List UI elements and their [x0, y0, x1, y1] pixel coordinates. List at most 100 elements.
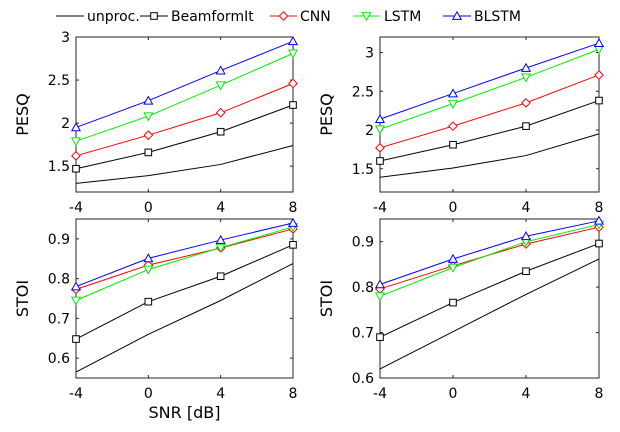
- data-point-beamformit: [522, 267, 530, 276]
- data-point-blstm: [447, 88, 459, 98]
- data-point-beamformit: [289, 101, 297, 109]
- y-tick-label: 0.8: [48, 272, 70, 288]
- y-tick-label: 0.9: [352, 235, 374, 251]
- data-point-beamformit: [449, 140, 457, 149]
- x-tick-label: -4: [373, 386, 387, 402]
- y-tick-label: 2: [365, 123, 374, 139]
- series-line-unproc: [75, 263, 294, 373]
- series-line-blstm: [75, 40, 294, 128]
- chart-panels: -4 0 4 8 1.5 2 2.5 3 PESQ -4 0 4 8 1.5 2 2.5 3 PESQ -4 0 4 8 0…: [13, 30, 605, 422]
- data-point-blstm: [593, 215, 605, 225]
- data-point-beamformit: [216, 272, 225, 281]
- legend-label-unproc: unproc.: [87, 9, 140, 25]
- legend-marker-beamformit: [150, 12, 158, 20]
- series-line-blstm: [75, 222, 294, 288]
- series-blstm: [374, 215, 605, 289]
- y-tick-label: 0.6: [48, 351, 70, 367]
- data-point-cnn: [143, 130, 154, 141]
- y-tick-label: 1.5: [48, 159, 70, 175]
- data-point-blstm: [70, 122, 82, 132]
- x-tick-label: 4: [216, 386, 225, 402]
- y-tick-label: 2: [61, 116, 70, 132]
- y-axis-label: STOI: [317, 280, 336, 317]
- x-tick-label: 4: [522, 200, 531, 216]
- series-unproc: [379, 258, 600, 370]
- series-cnn: [375, 70, 604, 153]
- chart-panel-3: -4 0 4 8 0.6 0.7 0.8 0.9 STOI SNR [dB]: [13, 217, 299, 422]
- series-line-blstm: [379, 42, 600, 120]
- data-point-blstm: [215, 65, 226, 75]
- legend-marker-lstm: [361, 12, 372, 22]
- series-line-blstm: [379, 220, 600, 285]
- data-point-lstm: [447, 263, 459, 273]
- data-point-blstm: [287, 217, 299, 227]
- data-point-blstm: [287, 36, 299, 46]
- x-tick-label: 8: [595, 386, 604, 402]
- data-point-beamformit: [144, 297, 153, 306]
- series-lstm: [70, 49, 299, 147]
- data-point-lstm: [215, 81, 226, 91]
- x-tick-label: 8: [289, 200, 298, 216]
- data-point-lstm: [70, 137, 82, 147]
- series-line-beamformit: [75, 104, 294, 170]
- series-cnn: [71, 78, 298, 161]
- data-point-blstm: [593, 37, 605, 48]
- data-point-beamformit: [289, 241, 297, 249]
- series-line-lstm: [75, 52, 294, 142]
- legend-label-cnn: CNN: [300, 9, 331, 25]
- data-point-cnn: [594, 70, 604, 80]
- plot-frame: [379, 218, 600, 379]
- y-tick-label: 3: [61, 30, 70, 46]
- x-tick-label: 4: [522, 386, 531, 402]
- series-line-cnn: [379, 226, 600, 290]
- data-point-lstm: [143, 265, 154, 275]
- legend-entry-lstm: LSTM: [353, 9, 421, 25]
- y-axis-label: PESQ: [317, 93, 336, 136]
- x-tick-label: 8: [595, 200, 604, 216]
- data-point-beamformit: [595, 96, 603, 105]
- data-point-beamformit: [595, 239, 603, 248]
- data-point-blstm: [374, 113, 386, 124]
- series-line-lstm: [379, 48, 600, 130]
- series-line-cnn: [75, 83, 294, 157]
- data-point-blstm: [520, 231, 532, 241]
- y-tick-label: 0.8: [352, 280, 374, 296]
- series-line-beamformit: [379, 243, 600, 338]
- chart-panel-4: -4 0 4 8 0.6 0.7 0.8 0.9 STOI: [317, 215, 605, 402]
- legend-label-beamformit: BeamformIt: [171, 9, 254, 25]
- series-line-unproc: [379, 133, 600, 178]
- y-tick-label: 0.6: [352, 371, 374, 387]
- series-line-beamformit: [379, 100, 600, 162]
- series-beamformit: [72, 101, 297, 173]
- data-point-beamformit: [144, 148, 153, 157]
- series-blstm: [70, 217, 299, 291]
- series-line-lstm: [379, 223, 600, 297]
- plot-frame: [75, 218, 294, 379]
- data-point-blstm: [215, 234, 226, 244]
- data-point-blstm: [374, 279, 386, 289]
- data-point-lstm: [520, 73, 532, 83]
- data-point-beamformit: [72, 335, 80, 343]
- y-tick-label: 2.5: [48, 73, 70, 89]
- series-beamformit: [72, 241, 297, 343]
- series-beamformit: [376, 96, 603, 165]
- series-unproc: [379, 133, 600, 178]
- series-unproc: [75, 145, 294, 184]
- legend-label-lstm: LSTM: [384, 9, 421, 25]
- data-point-beamformit: [449, 298, 457, 307]
- x-axis-label: SNR [dB]: [149, 403, 221, 422]
- legend-label-blstm: BLSTM: [474, 9, 521, 25]
- series-line-cnn: [379, 74, 600, 149]
- data-point-lstm: [143, 112, 154, 122]
- x-tick-label: 0: [449, 200, 458, 216]
- y-tick-label: 0.7: [48, 311, 70, 327]
- series-beamformit: [376, 239, 603, 341]
- data-point-beamformit: [376, 157, 384, 165]
- data-point-blstm: [70, 281, 82, 291]
- y-tick-label: 2.5: [352, 84, 374, 100]
- data-point-beamformit: [522, 122, 530, 130]
- data-point-lstm: [374, 292, 386, 302]
- y-tick-label: 3: [365, 46, 374, 62]
- data-point-blstm: [143, 95, 154, 105]
